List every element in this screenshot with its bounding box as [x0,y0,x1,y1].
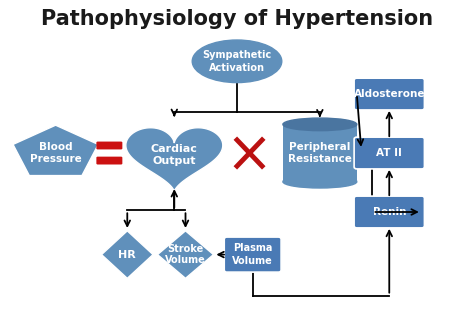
FancyBboxPatch shape [96,157,122,164]
Text: Pathophysiology of Hypertension: Pathophysiology of Hypertension [41,9,433,29]
FancyBboxPatch shape [224,237,281,272]
Text: Cardiac
Output: Cardiac Output [151,144,198,166]
Polygon shape [13,125,98,176]
Ellipse shape [192,40,282,83]
Text: Renin: Renin [373,207,406,217]
FancyBboxPatch shape [96,141,122,149]
FancyBboxPatch shape [283,124,357,182]
Text: HR: HR [118,250,136,260]
Polygon shape [126,128,223,192]
Text: Plasma
Volume: Plasma Volume [232,243,273,266]
Text: Sympathetic
Activation: Sympathetic Activation [202,50,272,72]
Ellipse shape [283,118,357,131]
FancyBboxPatch shape [354,78,424,110]
Text: Stroke
Volume: Stroke Volume [165,244,206,266]
Text: AT II: AT II [376,148,402,158]
Polygon shape [157,231,213,278]
Text: Peripheral
Resistance: Peripheral Resistance [288,142,352,164]
FancyBboxPatch shape [354,196,424,228]
Text: Aldosterone: Aldosterone [354,89,425,99]
FancyBboxPatch shape [354,137,424,169]
Text: Blood
Pressure: Blood Pressure [30,142,82,164]
Ellipse shape [283,175,357,188]
Polygon shape [101,231,153,278]
